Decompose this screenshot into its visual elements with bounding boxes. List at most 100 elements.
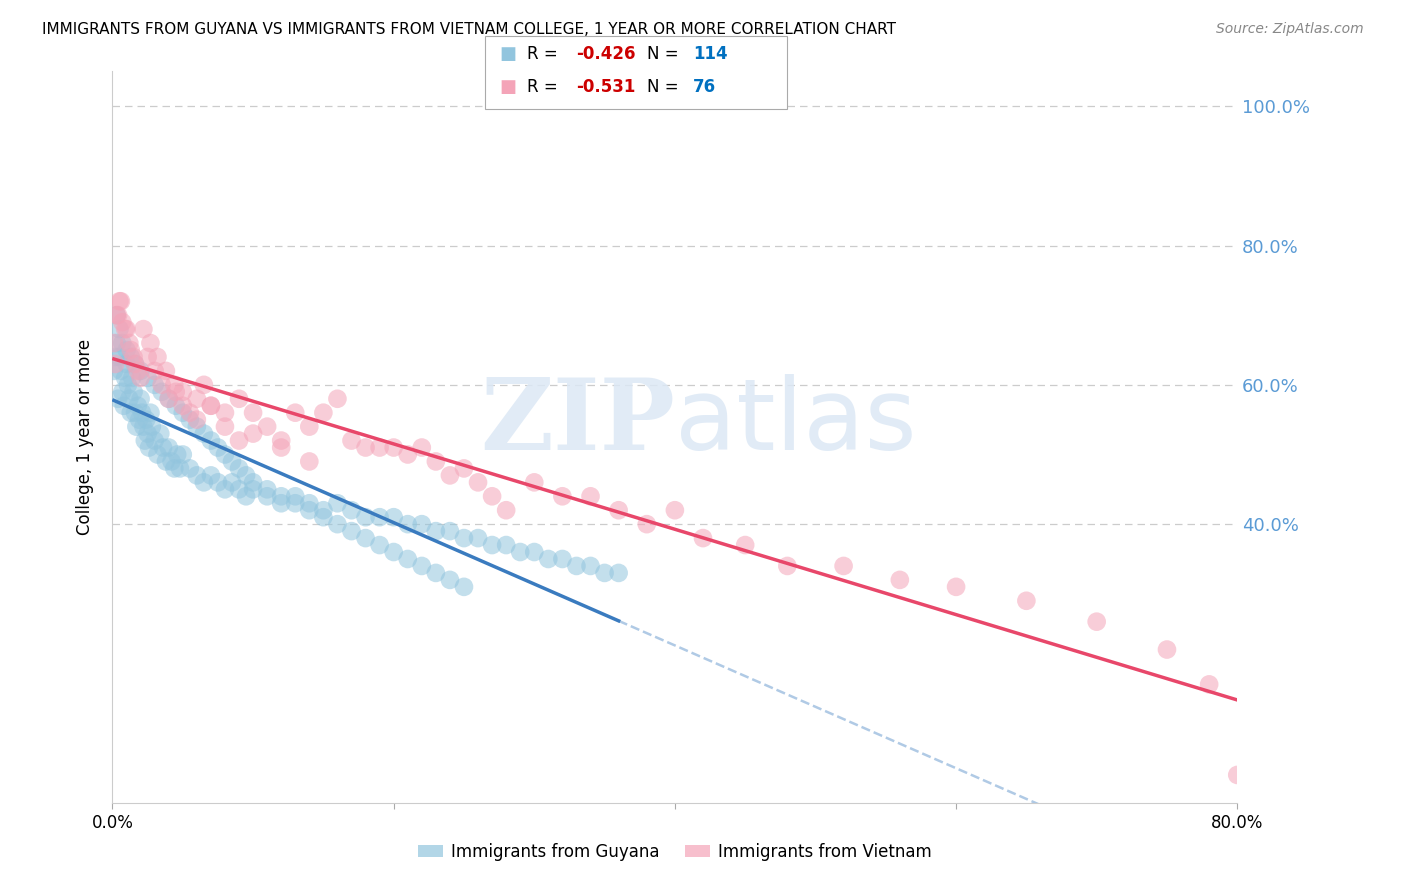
Point	[411, 558, 433, 573]
Point	[537, 552, 560, 566]
Point	[172, 448, 194, 462]
Point	[396, 552, 419, 566]
Point	[636, 517, 658, 532]
Point	[368, 441, 391, 455]
Point	[411, 441, 433, 455]
Point	[326, 392, 349, 406]
Point	[129, 371, 152, 385]
Point	[136, 426, 159, 441]
Point	[481, 538, 503, 552]
Point	[143, 364, 166, 378]
Point	[193, 426, 215, 441]
Point	[453, 461, 475, 475]
Point	[368, 538, 391, 552]
Text: N =: N =	[647, 45, 683, 62]
Point	[228, 461, 250, 475]
Point	[411, 517, 433, 532]
Point	[112, 399, 135, 413]
Point	[105, 336, 128, 351]
Text: 114: 114	[693, 45, 728, 62]
Point	[509, 545, 531, 559]
Point	[129, 364, 152, 378]
Point	[607, 566, 630, 580]
Text: N =: N =	[647, 78, 683, 95]
Point	[235, 468, 257, 483]
Text: IMMIGRANTS FROM GUYANA VS IMMIGRANTS FROM VIETNAM COLLEGE, 1 YEAR OR MORE CORREL: IMMIGRANTS FROM GUYANA VS IMMIGRANTS FRO…	[42, 22, 896, 37]
Point	[136, 350, 159, 364]
Point	[382, 510, 405, 524]
Point	[298, 454, 321, 468]
Point	[368, 510, 391, 524]
Point	[256, 489, 278, 503]
Point	[242, 483, 264, 497]
Point	[111, 315, 134, 329]
Point	[111, 384, 134, 399]
Point	[124, 357, 146, 371]
Point	[326, 496, 349, 510]
Point	[131, 406, 153, 420]
Point	[163, 377, 186, 392]
Point	[120, 406, 142, 420]
Point	[1015, 594, 1038, 608]
Point	[326, 517, 349, 532]
Point	[270, 496, 292, 510]
Point	[160, 454, 183, 468]
Point	[284, 406, 307, 420]
Point	[105, 308, 128, 322]
Point	[221, 475, 243, 490]
Point	[200, 468, 222, 483]
Point	[150, 377, 173, 392]
Text: R =: R =	[527, 78, 564, 95]
Point	[214, 419, 236, 434]
Point	[186, 392, 208, 406]
Point	[551, 489, 574, 503]
Point	[1085, 615, 1108, 629]
Point	[312, 510, 335, 524]
Point	[146, 448, 169, 462]
Point	[150, 384, 173, 399]
Point	[157, 392, 180, 406]
Point	[172, 399, 194, 413]
Point	[172, 406, 194, 420]
Point	[439, 524, 461, 538]
Point	[139, 406, 162, 420]
Point	[270, 441, 292, 455]
Point	[172, 384, 194, 399]
Point	[396, 448, 419, 462]
Point	[207, 441, 229, 455]
Point	[495, 503, 517, 517]
Point	[186, 412, 208, 426]
Point	[354, 510, 377, 524]
Point	[439, 573, 461, 587]
Point	[179, 406, 201, 420]
Point	[453, 531, 475, 545]
Point	[439, 468, 461, 483]
Point	[214, 483, 236, 497]
Point	[115, 357, 138, 371]
Point	[593, 566, 616, 580]
Point	[453, 580, 475, 594]
Point	[165, 384, 187, 399]
Point	[149, 426, 172, 441]
Point	[200, 434, 222, 448]
Point	[207, 475, 229, 490]
Point	[114, 322, 136, 336]
Point	[124, 406, 146, 420]
Point	[467, 531, 489, 545]
Point	[135, 412, 157, 426]
Point	[607, 503, 630, 517]
Point	[125, 419, 148, 434]
Text: ■: ■	[499, 78, 516, 95]
Point	[221, 454, 243, 468]
Text: -0.426: -0.426	[576, 45, 636, 62]
Point	[396, 517, 419, 532]
Point	[103, 336, 125, 351]
Point	[121, 371, 143, 385]
Point	[136, 371, 159, 385]
Point	[270, 489, 292, 503]
Point	[155, 364, 177, 378]
Y-axis label: College, 1 year or more: College, 1 year or more	[76, 339, 94, 535]
Point	[340, 434, 363, 448]
Point	[523, 545, 546, 559]
Point	[481, 489, 503, 503]
